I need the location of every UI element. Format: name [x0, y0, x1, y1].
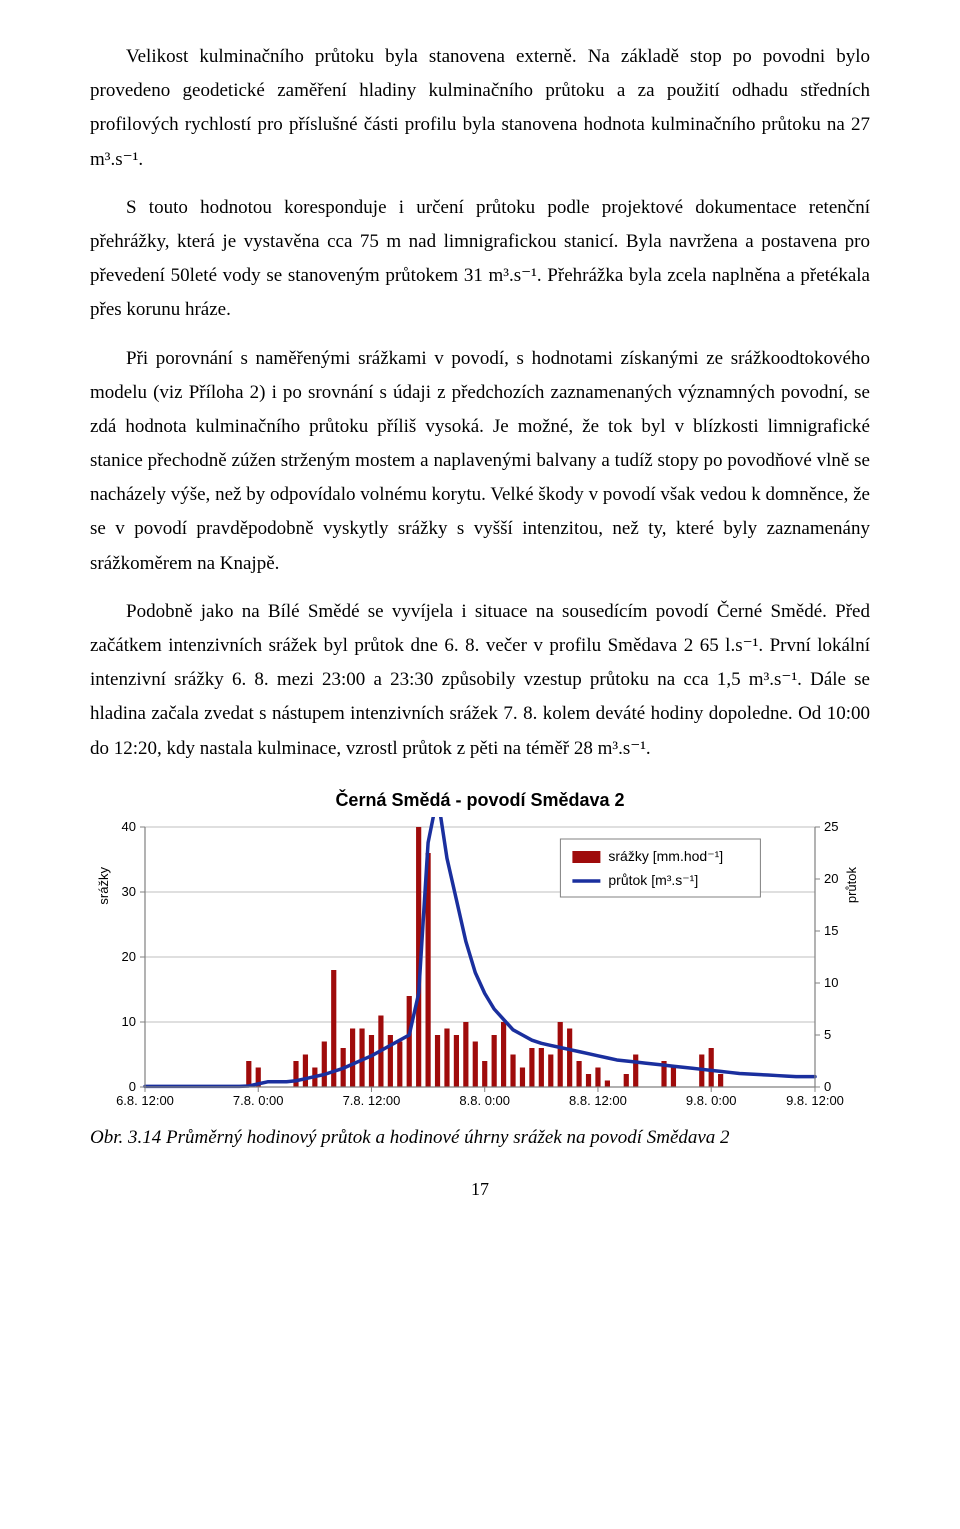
svg-text:7.8. 12:00: 7.8. 12:00: [343, 1093, 401, 1108]
paragraph-3: Při porovnání s naměřenými srážkami v po…: [90, 342, 870, 581]
svg-text:20: 20: [122, 949, 136, 964]
svg-text:srážky: srážky: [96, 866, 111, 904]
paragraph-1: Velikost kulminačního průtoku byla stano…: [90, 40, 870, 177]
svg-text:průtok: průtok: [844, 866, 859, 903]
svg-text:srážky [mm.hod⁻¹]: srážky [mm.hod⁻¹]: [608, 848, 723, 864]
chart-svg: 0 10 20 30 40 0 5 10 15 20 25 6.8. 12:00 7.8. 0:00 7.…: [90, 817, 870, 1117]
svg-text:20: 20: [824, 871, 838, 886]
svg-text:8.8. 12:00: 8.8. 12:00: [569, 1093, 627, 1108]
svg-text:0: 0: [824, 1079, 831, 1094]
svg-text:9.8. 0:00: 9.8. 0:00: [686, 1093, 737, 1108]
paragraph-2: S touto hodnotou koresponduje i určení p…: [90, 191, 870, 328]
svg-text:8.8. 0:00: 8.8. 0:00: [459, 1093, 510, 1108]
chart-title: Černá Smědá - povodí Smědava 2: [90, 790, 870, 811]
svg-text:6.8. 12:00: 6.8. 12:00: [116, 1093, 174, 1108]
paragraph-4: Podobně jako na Bílé Smědé se vyvíjela i…: [90, 595, 870, 766]
svg-text:40: 40: [122, 819, 136, 834]
svg-text:10: 10: [824, 975, 838, 990]
svg-text:10: 10: [122, 1014, 136, 1029]
svg-text:15: 15: [824, 923, 838, 938]
svg-text:průtok [m³.s⁻¹]: průtok [m³.s⁻¹]: [608, 872, 698, 888]
svg-text:9.8. 12:00: 9.8. 12:00: [786, 1093, 844, 1108]
svg-text:7.8. 0:00: 7.8. 0:00: [233, 1093, 284, 1108]
svg-text:30: 30: [122, 884, 136, 899]
page: Velikost kulminačního průtoku byla stano…: [0, 0, 960, 1220]
svg-text:0: 0: [129, 1079, 136, 1094]
figure-caption: Obr. 3.14 Průměrný hodinový průtok a hod…: [90, 1127, 870, 1149]
chart-container: Černá Smědá - povodí Smědava 2 0 10 20 30 40…: [90, 790, 870, 1117]
page-number: 17: [90, 1179, 870, 1200]
svg-text:5: 5: [824, 1027, 831, 1042]
svg-text:25: 25: [824, 819, 838, 834]
